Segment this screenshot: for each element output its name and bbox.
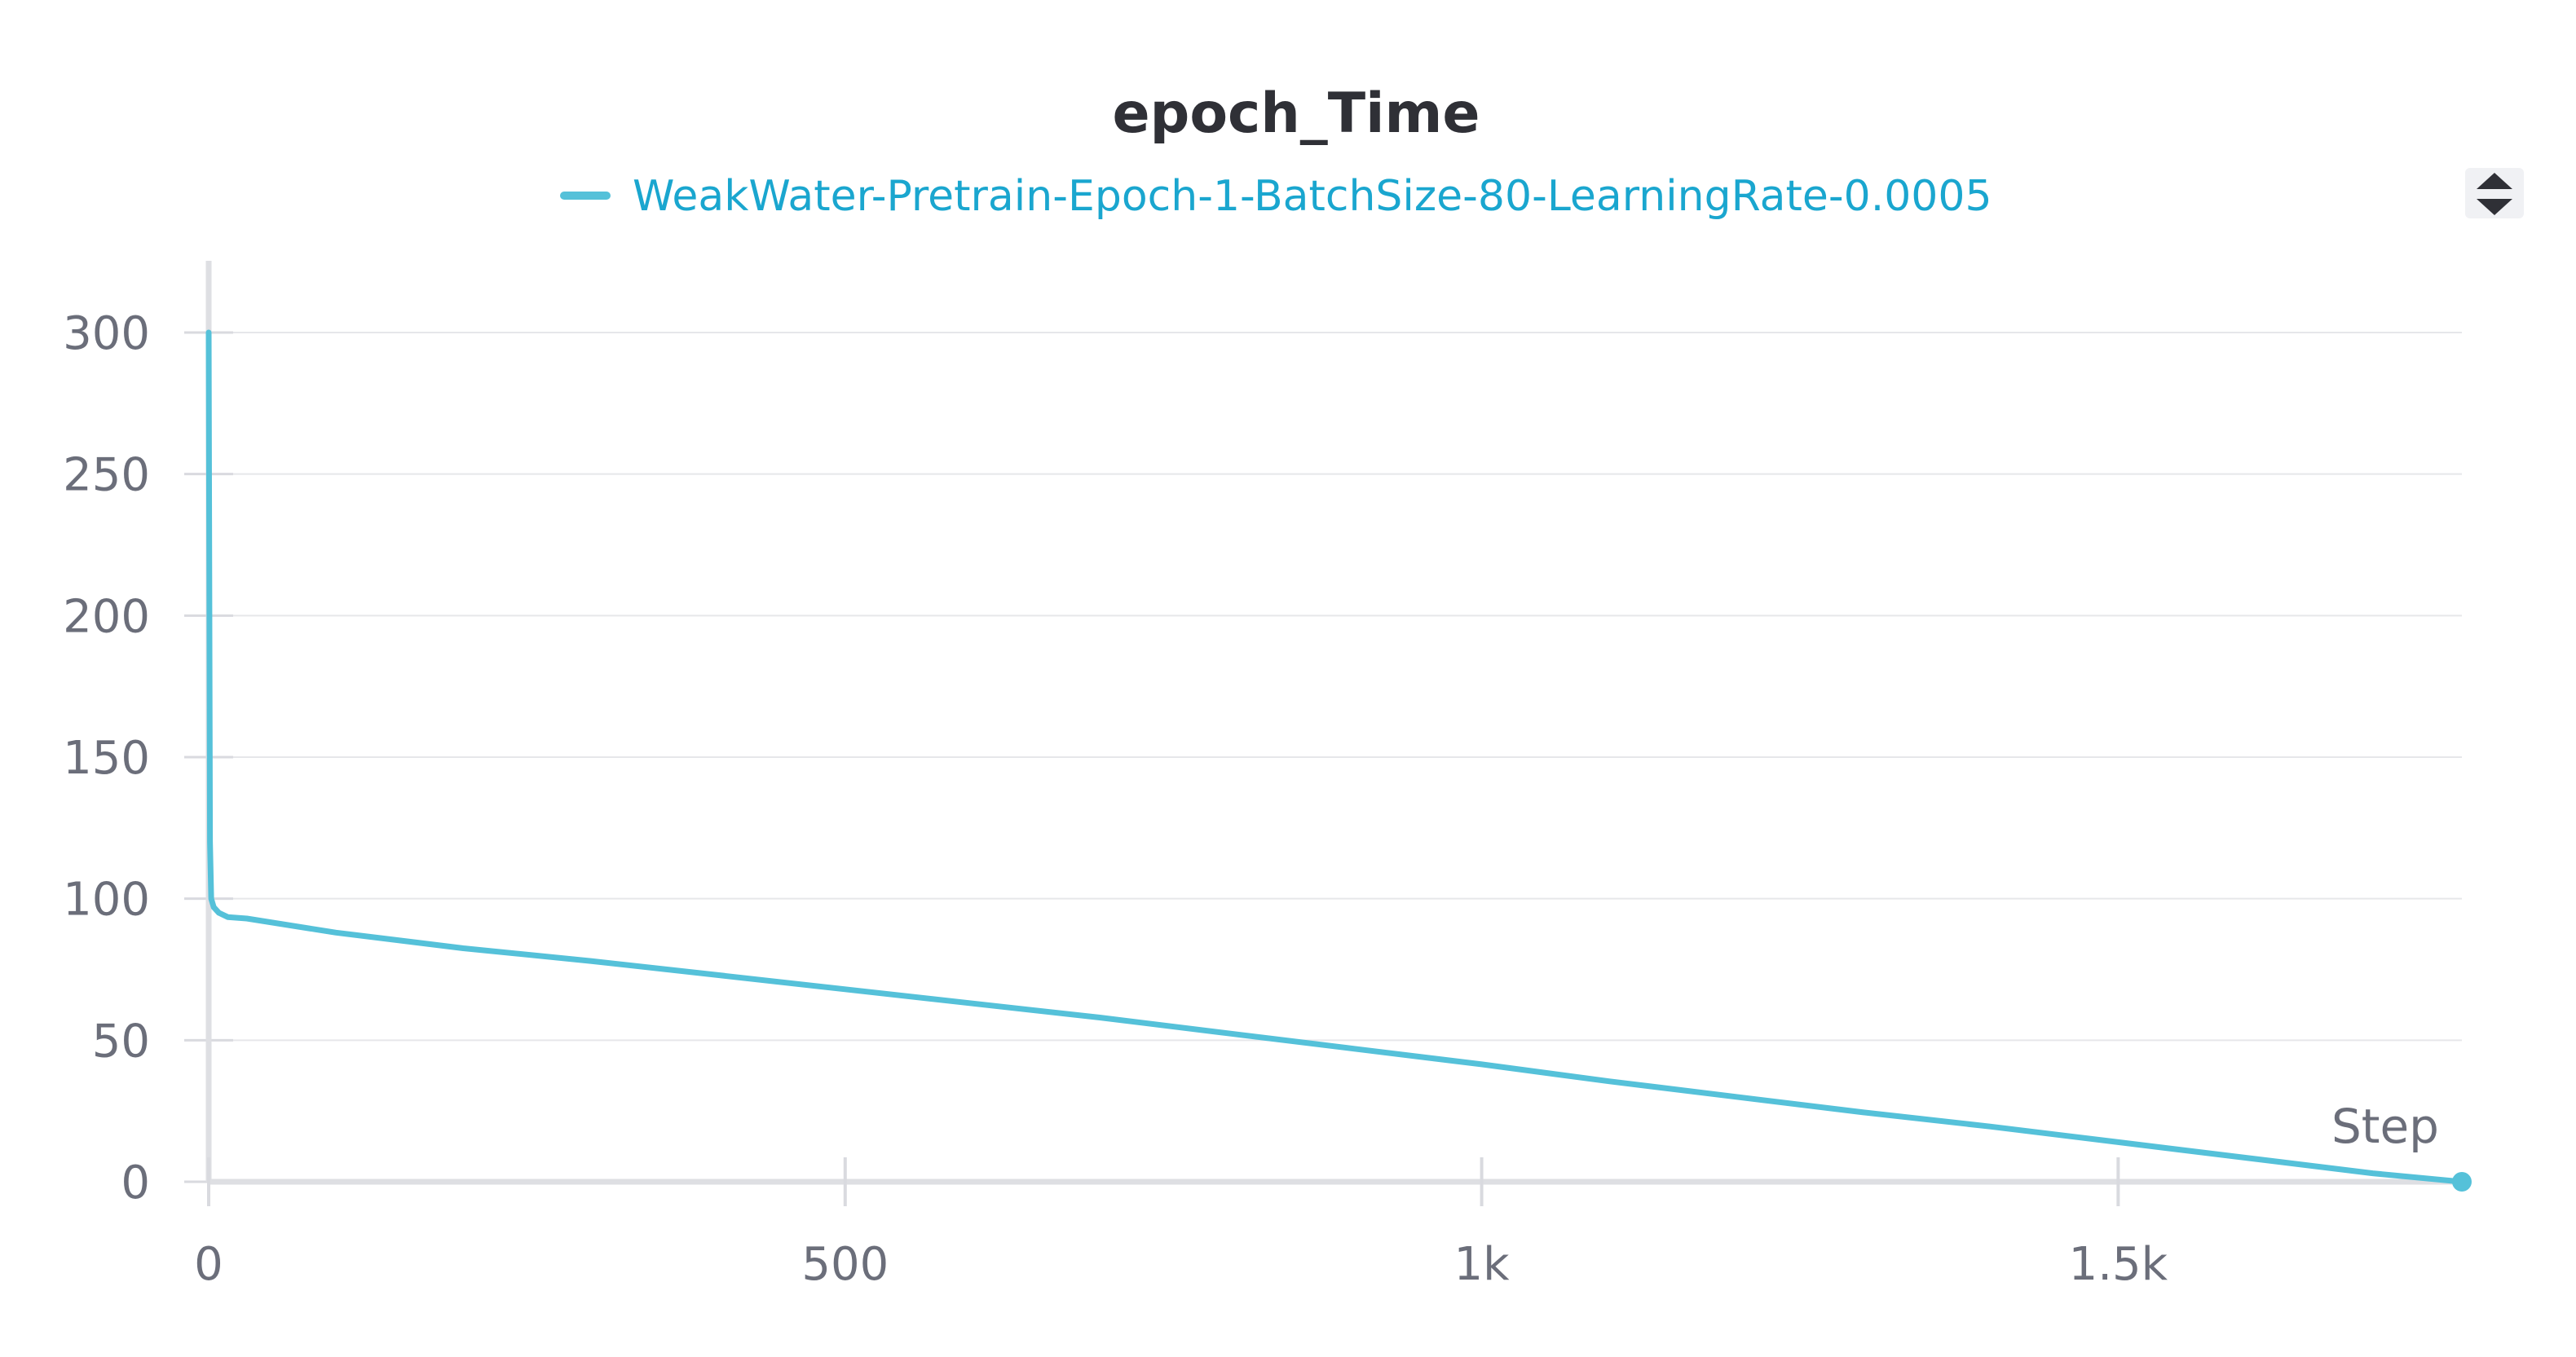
x-tick-label: 1.5k	[2069, 1238, 2168, 1291]
chart-title: epoch_Time	[1113, 82, 1480, 146]
y-tick-label: 300	[63, 307, 150, 360]
series-point	[2452, 1172, 2472, 1192]
y-tick-label: 0	[121, 1157, 150, 1209]
x-axis-title: Step	[2331, 1099, 2439, 1154]
x-tick-label: 500	[801, 1238, 889, 1291]
y-tick-label: 250	[63, 449, 150, 502]
y-tick-label: 50	[92, 1015, 150, 1068]
y-tick-label: 200	[63, 590, 150, 643]
legend-scroll-button[interactable]	[2465, 168, 2524, 218]
x-tick-label: 0	[194, 1238, 223, 1291]
legend[interactable]: WeakWater-Pretrain-Epoch-1-BatchSize-80-…	[564, 172, 1992, 221]
grid-layer	[209, 333, 2462, 1040]
y-tick-label: 150	[63, 732, 150, 785]
y-tick-label: 100	[63, 874, 150, 927]
x-tick-label: 1k	[1454, 1238, 1511, 1291]
labels: 0 50 100 150 200 250 300 0 500 1k 1.5k	[63, 307, 2168, 1291]
series-layer	[209, 333, 2472, 1192]
axes	[184, 261, 2462, 1206]
legend-label[interactable]: WeakWater-Pretrain-Epoch-1-BatchSize-80-…	[633, 172, 1992, 221]
